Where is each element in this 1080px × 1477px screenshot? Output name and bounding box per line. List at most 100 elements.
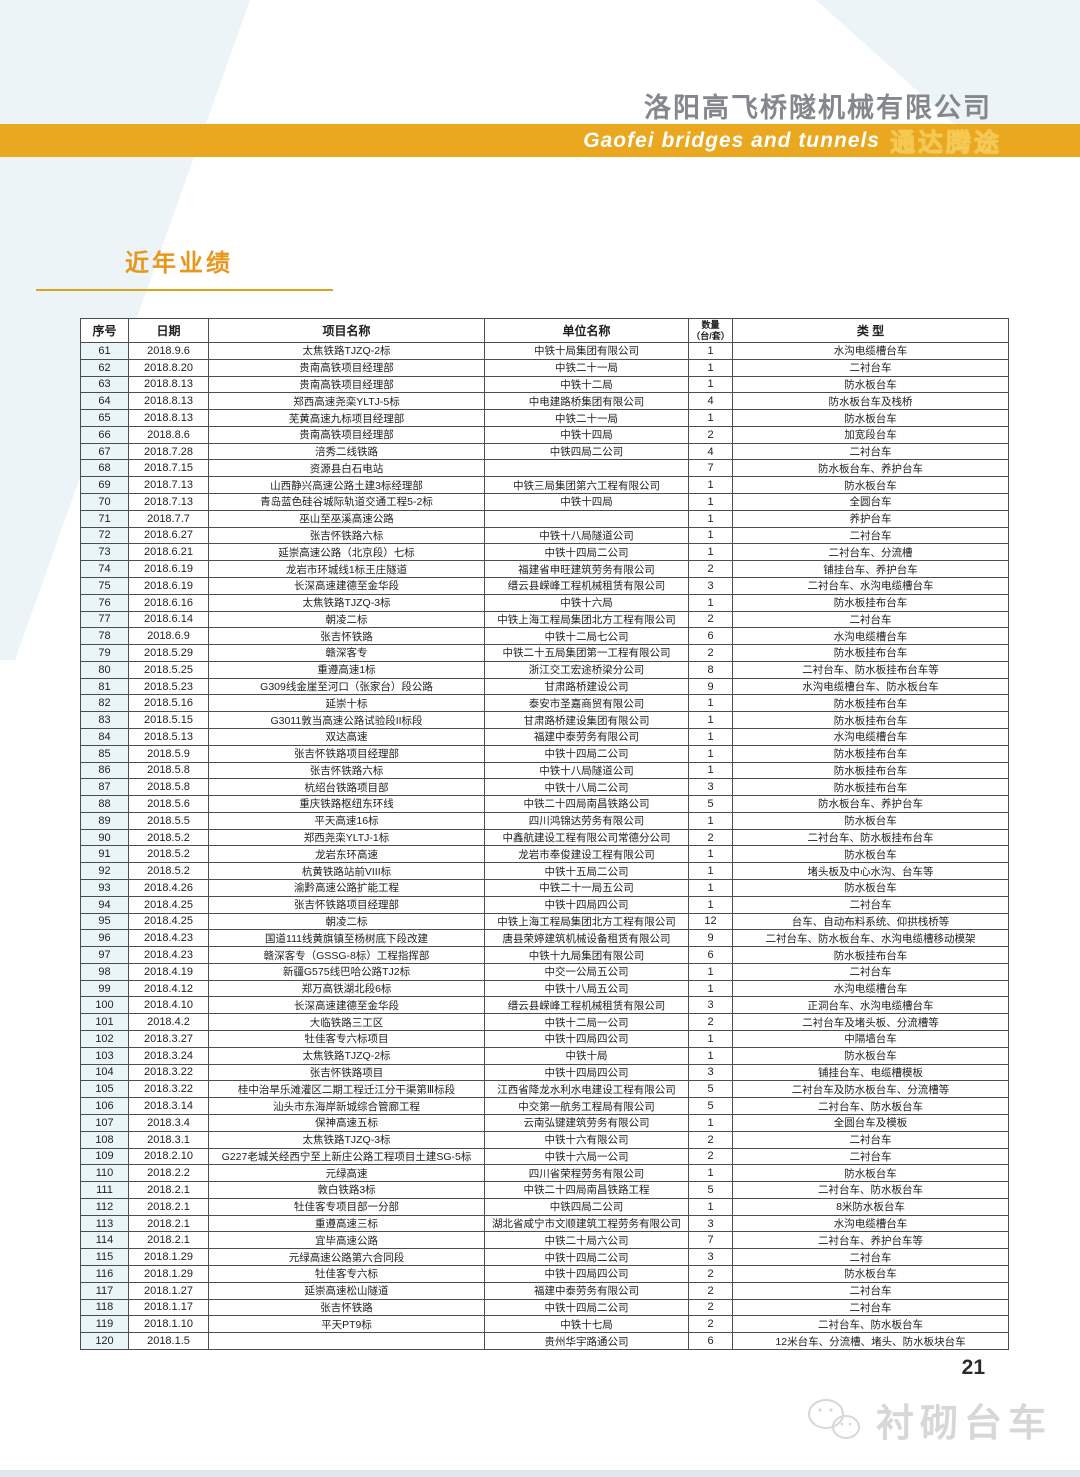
date-cell: 2018.1.17 xyxy=(128,1298,209,1317)
date-cell: 2018.7.13 xyxy=(128,493,209,511)
type-cell: 水沟电缆槽台车、防水板台车 xyxy=(732,677,1009,696)
row-no-cell: 94 xyxy=(80,895,129,914)
quantity-cell: 1 xyxy=(688,1030,733,1048)
date-cell: 2018.1.5 xyxy=(128,1332,209,1350)
unit-name-cell: 湖北省咸宁市文顺建筑工程劳务有限公司 xyxy=(484,1214,689,1233)
type-cell: 防水板台车 xyxy=(732,1164,1009,1183)
unit-name-cell: 中铁十五局二公司 xyxy=(484,862,689,880)
quantity-cell: 6 xyxy=(688,946,733,964)
quantity-cell: 2 xyxy=(688,1264,733,1283)
type-cell: 铺挂台车、养护台车 xyxy=(732,560,1009,578)
table-row: 92 2018.5.2 杭黄铁路站前VIII标 中铁十五局二公司 1 堵头板及中心水沟、台… xyxy=(80,862,1009,880)
row-no-cell: 115 xyxy=(80,1248,129,1266)
bottom-strip xyxy=(0,1470,1080,1477)
unit-name-cell: 缙云县嵘峰工程机械租赁有限公司 xyxy=(484,576,689,595)
table-row: 64 2018.8.13 郑西高速尧栾YLTJ-5标 中电建路桥集团有限公司 4 防水板台… xyxy=(80,392,1009,411)
row-no-cell: 72 xyxy=(80,526,129,545)
type-cell: 二衬台车 xyxy=(732,895,1009,914)
date-cell: 2018.5.2 xyxy=(128,845,209,864)
type-cell: 防水板台车 xyxy=(732,1046,1009,1065)
date-cell: 2018.6.19 xyxy=(128,560,209,578)
row-no-cell: 112 xyxy=(80,1197,129,1216)
row-no-cell: 100 xyxy=(80,996,129,1015)
row-no-cell: 109 xyxy=(80,1147,129,1166)
project-name-cell: 延崇高速公路（北京段）七标 xyxy=(208,543,485,562)
project-name-cell: 张吉怀铁路项目 xyxy=(208,1063,485,1082)
date-cell: 2018.2.1 xyxy=(128,1181,209,1199)
column-header-date: 日期 xyxy=(128,318,209,343)
date-cell: 2018.2.1 xyxy=(128,1231,209,1250)
date-cell: 2018.4.12 xyxy=(128,979,209,998)
row-no-cell: 75 xyxy=(80,576,129,595)
unit-name-cell: 中铁十八局五公司 xyxy=(484,979,689,998)
project-name-cell: 长深高速建德至金华段 xyxy=(208,996,485,1015)
quantity-cell: 1 xyxy=(688,694,733,713)
project-name-cell: 元绿高速 xyxy=(208,1164,485,1183)
row-no-cell: 65 xyxy=(80,409,129,427)
row-no-cell: 77 xyxy=(80,610,129,629)
unit-name-cell: 中铁十二局一公司 xyxy=(484,1013,689,1032)
table-row: 88 2018.5.6 重庆铁路枢纽东环线 中铁二十四局南昌铁路公司 5 防水板台车、养护… xyxy=(80,795,1009,813)
project-name-cell: 朝凌二标 xyxy=(208,912,485,931)
unit-name-cell: 中铁上海工程局集团北方工程有限公司 xyxy=(484,912,689,931)
type-cell: 全圆台车及模板 xyxy=(732,1113,1009,1132)
quantity-cell: 1 xyxy=(688,979,733,998)
unit-name-cell: 中铁十九局集团有限公司 xyxy=(484,946,689,964)
quantity-cell: 7 xyxy=(688,459,733,478)
quantity-cell: 1 xyxy=(688,761,733,780)
type-cell: 防水板台车 xyxy=(732,1264,1009,1283)
row-no-cell: 86 xyxy=(80,761,129,780)
unit-name-cell: 中铁十局 xyxy=(484,1046,689,1065)
project-name-cell: 巫山至巫溪高速公路 xyxy=(208,509,485,528)
table-row: 91 2018.5.2 龙岩东环高速 龙岩市奉俊建设工程有限公司 1 防水板台车 xyxy=(80,845,1009,864)
project-name-cell: 敦白铁路3标 xyxy=(208,1181,485,1199)
project-name-cell: 龙岩市环城线1标王庄隧道 xyxy=(208,560,485,578)
section-underline xyxy=(36,289,333,291)
row-no-cell: 63 xyxy=(80,375,129,394)
table-row: 120 2018.1.5 贵州华宇路通公司 6 12米台车、分流槽、堵头、防水板块台车 xyxy=(80,1332,1009,1350)
quantity-cell: 2 xyxy=(688,610,733,629)
type-cell: 二衬台车 xyxy=(732,1147,1009,1166)
date-cell: 2018.1.27 xyxy=(128,1281,209,1300)
type-cell: 防水板台车 xyxy=(732,879,1009,897)
unit-name-cell: 中铁十六局一公司 xyxy=(484,1147,689,1166)
row-no-cell: 116 xyxy=(80,1264,129,1283)
quantity-cell: 1 xyxy=(688,727,733,746)
quantity-cell: 1 xyxy=(688,358,733,377)
quantity-cell: 1 xyxy=(688,493,733,511)
unit-name-cell: 四川省荣程劳务有限公司 xyxy=(484,1164,689,1183)
date-cell: 2018.3.14 xyxy=(128,1097,209,1115)
table-body: 61 2018.9.6 太焦铁路TJZQ-2标 中铁十局集团有限公司 1 水沟电缆槽台车 6… xyxy=(80,342,1009,1350)
unit-name-cell xyxy=(484,459,689,478)
unit-name-cell: 福建中泰劳务有限公司 xyxy=(484,1281,689,1300)
watermark: 衬砌台车 xyxy=(804,1392,1052,1447)
quantity-cell: 12 xyxy=(688,912,733,931)
unit-name-cell: 贵州华宇路通公司 xyxy=(484,1332,689,1350)
unit-name-cell: 中铁十二局 xyxy=(484,375,689,394)
type-cell: 防水板台车及栈桥 xyxy=(732,392,1009,411)
project-name-cell: 牡佳客专六标 xyxy=(208,1264,485,1283)
quantity-cell: 2 xyxy=(688,1281,733,1300)
project-name-cell: 重遵高速三标 xyxy=(208,1214,485,1233)
date-cell: 2018.4.2 xyxy=(128,1013,209,1032)
date-cell: 2018.3.4 xyxy=(128,1113,209,1132)
table-row: 94 2018.4.25 张吉怀铁路项目经理部 中铁十四局四公司 1 二衬台车 xyxy=(80,895,1009,914)
project-name-cell: 元绿高速公路第六合同段 xyxy=(208,1248,485,1266)
row-no-cell: 84 xyxy=(80,727,129,746)
banner-english-text: Gaofei bridges and tunnels xyxy=(583,128,880,152)
company-name: 洛阳高飞桥隧机械有限公司 xyxy=(644,93,992,123)
type-cell: 二衬台车 xyxy=(732,1130,1009,1149)
project-name-cell: 新疆G575线巴哈公路TJ2标 xyxy=(208,962,485,981)
unit-name-cell: 中铁二十一局 xyxy=(484,409,689,427)
project-name-cell: 平天PT9标 xyxy=(208,1315,485,1334)
unit-name-cell: 中铁二十五局集团第一工程有限公司 xyxy=(484,644,689,662)
table-row: 106 2018.3.14 汕头市东海岸新城综合管廊工程 中交第一航务工程局有限公司 5… xyxy=(80,1097,1009,1115)
project-name-cell: 牡佳客专六标项目 xyxy=(208,1030,485,1048)
row-no-cell: 118 xyxy=(80,1298,129,1317)
row-no-cell: 104 xyxy=(80,1063,129,1082)
project-name-cell: 郑西尧栾YLTJ-1标 xyxy=(208,828,485,847)
unit-name-cell: 中铁十八局隧道公司 xyxy=(484,761,689,780)
date-cell: 2018.5.13 xyxy=(128,727,209,746)
unit-name-cell: 中铁十八局隧道公司 xyxy=(484,526,689,545)
quantity-cell: 1 xyxy=(688,744,733,763)
